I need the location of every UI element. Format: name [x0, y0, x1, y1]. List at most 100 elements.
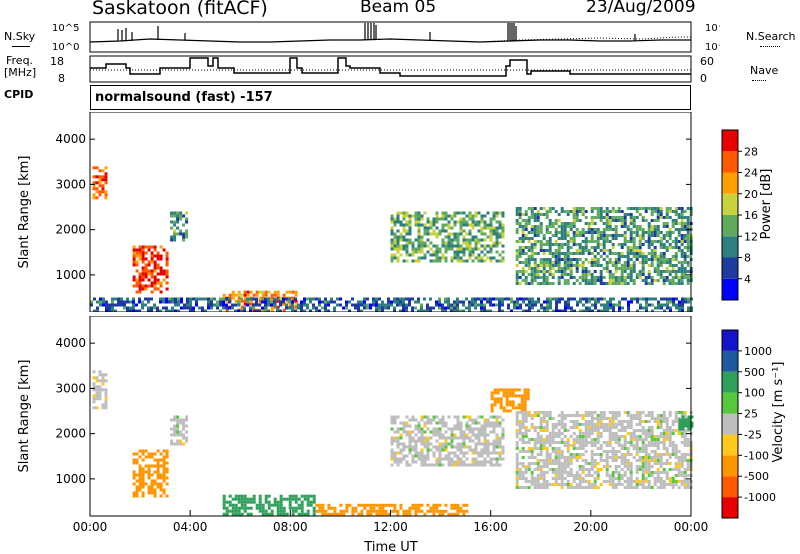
- heatmap-cell: [681, 297, 684, 301]
- heatmap-cell: [490, 397, 494, 401]
- heatmap-cell: [569, 276, 573, 279]
- heatmap-cell: [665, 459, 669, 462]
- heatmap-cell: [98, 193, 102, 197]
- heatmap-cell: [492, 430, 496, 434]
- heatmap-cell: [680, 411, 684, 414]
- heatmap-cell: [617, 429, 621, 432]
- heatmap-cell: [566, 471, 570, 474]
- heatmap-cell: [617, 444, 621, 447]
- heatmap-cell: [156, 257, 160, 261]
- heatmap-cell: [551, 417, 555, 420]
- heatmap-cell: [405, 512, 409, 516]
- heatmap-cell: [587, 414, 591, 417]
- heatmap-cell: [584, 459, 588, 462]
- heatmap-cell: [533, 273, 537, 276]
- heatmap-cell: [474, 211, 478, 215]
- heatmap-cell: [557, 276, 561, 279]
- heatmap-cell: [578, 435, 582, 438]
- heatmap-cell: [641, 231, 645, 234]
- heatmap-cell: [192, 309, 195, 312]
- heatmap-cell: [276, 509, 280, 513]
- heatmap-cell: [545, 420, 549, 423]
- heatmap-cell: [462, 220, 466, 224]
- heatmap-cell: [98, 169, 102, 173]
- heatmap-cell: [674, 252, 678, 255]
- heatmap-cell: [590, 462, 594, 465]
- heatmap-cell: [602, 243, 606, 246]
- heatmap-cell: [441, 217, 445, 221]
- heatmap-cell: [408, 226, 412, 230]
- heatmap-cell: [518, 246, 522, 249]
- heatmap-cell: [566, 456, 570, 459]
- heatmap-cell: [176, 430, 180, 434]
- heatmap-cell: [632, 219, 636, 222]
- heatmap-cell: [499, 403, 503, 407]
- heatmap-cell: [453, 300, 456, 304]
- heatmap-cell: [593, 240, 597, 243]
- heatmap-cell: [420, 436, 424, 440]
- heatmap-cell: [536, 474, 540, 477]
- heatmap-cell: [641, 441, 645, 444]
- heatmap-cell: [501, 300, 504, 304]
- heatmap-cell: [620, 246, 624, 249]
- heatmap-cell: [222, 500, 226, 504]
- heatmap-cell: [530, 228, 534, 231]
- heatmap-cell: [554, 459, 558, 462]
- heatmap-cell: [306, 500, 310, 504]
- heatmap-cell: [578, 207, 582, 210]
- heatmap-cell: [674, 264, 678, 267]
- heatmap-cell: [597, 297, 600, 301]
- heatmap-cell: [101, 388, 105, 392]
- heatmap-cell: [599, 270, 603, 273]
- heatmap-cell: [674, 468, 678, 471]
- heatmap-cell: [621, 306, 624, 310]
- heatmap-cell: [671, 267, 675, 270]
- heatmap-cell: [596, 441, 600, 444]
- heatmap-cell: [402, 430, 406, 434]
- heatmap-cell: [563, 252, 567, 255]
- heatmap-cell: [246, 303, 249, 307]
- heatmap-cell: [573, 309, 576, 312]
- heatmap-cell: [678, 300, 681, 304]
- heatmap-cell: [614, 252, 618, 255]
- colorbar-segment: [722, 193, 738, 215]
- heatmap-cell: [542, 459, 546, 462]
- heatmap-cell: [95, 190, 99, 194]
- heatmap-cell: [511, 406, 515, 410]
- heatmap-cell: [644, 447, 648, 450]
- heatmap-cell: [459, 309, 462, 312]
- heatmap-cell: [521, 252, 525, 255]
- heatmap-cell: [426, 238, 430, 242]
- heatmap-cell: [423, 454, 427, 458]
- heatmap-cell: [408, 448, 412, 452]
- heatmap-cell: [441, 509, 445, 513]
- heatmap-cell: [465, 436, 469, 440]
- heatmap-cell: [393, 430, 397, 434]
- heatmap-cell: [505, 400, 509, 404]
- heatmap-cell: [584, 462, 588, 465]
- heatmap-cell: [459, 430, 463, 434]
- heatmap-cell: [662, 279, 666, 282]
- heatmap-cell: [366, 303, 369, 307]
- heatmap-cell: [92, 397, 96, 401]
- heatmap-cell: [683, 270, 687, 273]
- heatmap-cell: [669, 300, 672, 304]
- heatmap-cell: [542, 213, 546, 216]
- heatmap-cell: [153, 470, 157, 474]
- heatmap-cell: [653, 483, 657, 486]
- heatmap-cell: [402, 512, 406, 516]
- heatmap-cell: [396, 259, 400, 263]
- heatmap-cell: [378, 509, 382, 513]
- heatmap-cell: [471, 451, 475, 455]
- heatmap-cell: [656, 210, 660, 213]
- heatmap-cell: [575, 258, 579, 261]
- heatmap-cell: [441, 424, 445, 428]
- heatmap-cell: [656, 219, 660, 222]
- heatmap-cell: [417, 256, 421, 260]
- heatmap-cell: [596, 468, 600, 471]
- heatmap-cell: [408, 253, 412, 257]
- heatmap-cell: [426, 421, 430, 425]
- heatmap-cell: [560, 237, 564, 240]
- heatmap-cell: [536, 435, 540, 438]
- heatmap-cell: [102, 297, 105, 301]
